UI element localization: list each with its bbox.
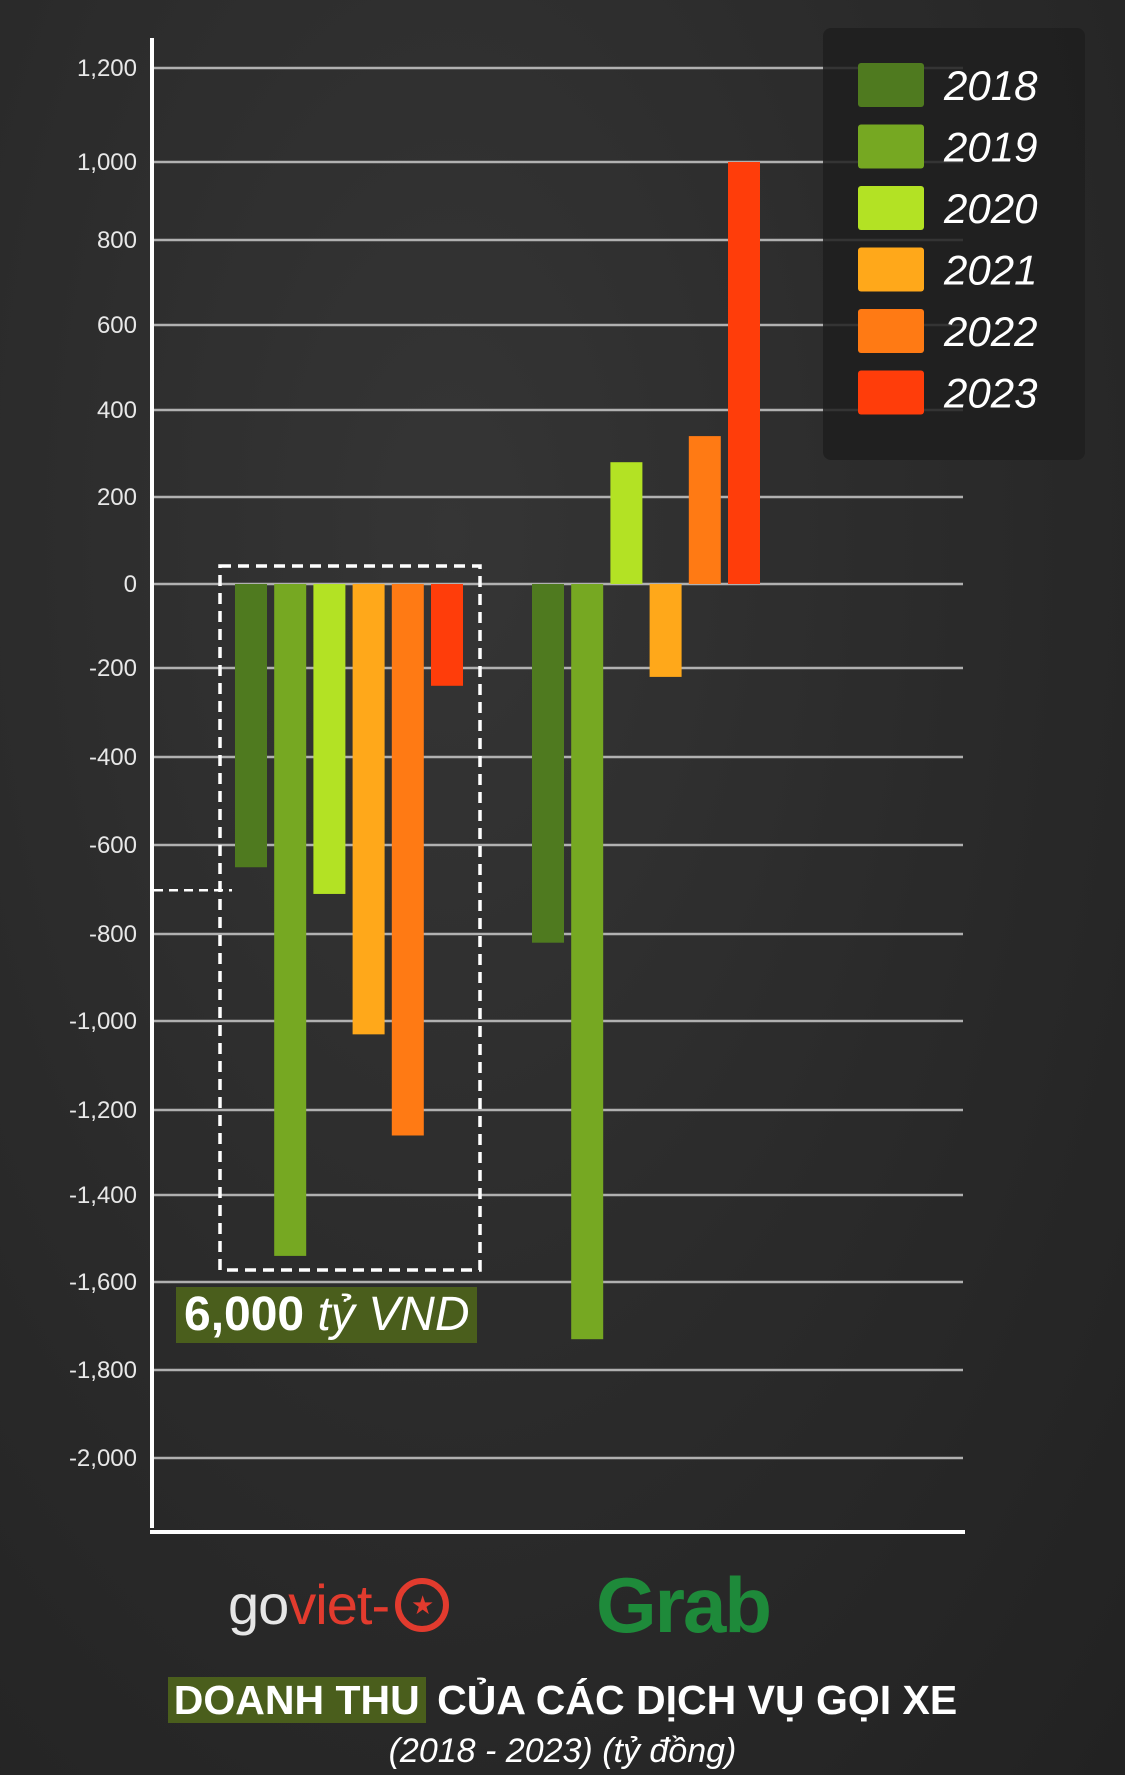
legend-label-2020: 2020 [943,185,1038,232]
annotation-value: 6,000 [184,1288,305,1341]
y-tick-label: -1,400 [69,1182,137,1209]
bar-2021-grab [649,584,682,677]
legend-label-2019: 2019 [943,124,1037,171]
bar-2023-goviet [431,584,463,686]
y-tick-label: -2,000 [69,1445,137,1472]
y-tick-label: -600 [89,832,137,859]
goviet-logo-viet: viet- [288,1573,390,1636]
total-loss-annotation: 6,000 tỷ VND [176,1287,478,1343]
y-tick-label: 400 [97,397,137,424]
bar-2023-grab [728,162,760,584]
bar-2022-goviet [391,584,424,1136]
bar-2018-grab [532,584,564,943]
goviet-star-icon [395,1578,450,1632]
goviet-logo-go: go [228,1573,289,1636]
y-tick-label: 800 [97,227,137,254]
y-tick-label: 0 [124,571,137,598]
title-rest: CỦA CÁC DỊCH VỤ GỌI XE [425,1677,958,1723]
annotation-unit: tỷ VND [317,1288,470,1341]
bar-2020-grab [610,462,643,584]
bar-2019-goviet [274,584,307,1256]
y-tick-label: -1,800 [69,1357,137,1384]
y-tick-label: 200 [97,484,137,511]
bar-2021-goviet [352,584,385,1035]
grab-logo: Grab [596,1561,772,1649]
legend-swatch-2020 [858,186,924,230]
legend-label-2023: 2023 [943,370,1037,417]
y-tick-label: -1,200 [69,1097,137,1124]
chart-subtitle: (2018 - 2023) (tỷ đồng) [388,1732,737,1770]
bar-2019-grab [571,584,604,1340]
legend-swatch-2018 [858,63,924,107]
y-tick-label: 1,200 [77,55,137,82]
legend-swatch-2022 [858,309,924,353]
y-tick-label: -400 [89,744,137,771]
y-tick-label: -1,000 [69,1008,137,1035]
bar-2022-grab [688,436,721,584]
y-tick-label: -800 [89,921,137,948]
legend-label-2022: 2022 [943,308,1037,355]
legend-label-2018: 2018 [943,62,1038,109]
goviet-logo: go viet- [228,1565,450,1645]
bar-2020-goviet [313,584,346,894]
y-tick-label: 600 [97,312,137,339]
legend-label-2021: 2021 [943,247,1037,294]
y-tick-label: -200 [89,655,137,682]
legend-swatch-2023 [858,370,924,415]
y-tick-label: 1,000 [77,149,137,176]
chart-title: DOANH THU CỦA CÁC DỊCH VỤ GỌI XE [0,1672,1125,1728]
legend-swatch-2019 [858,124,924,169]
legend-swatch-2021 [858,247,924,292]
goviet-highlight-box [218,564,482,1272]
bar-2018-goviet [235,584,267,868]
y-tick-label: -1,600 [69,1269,137,1296]
title-highlight: DOANH THU [167,1677,426,1723]
